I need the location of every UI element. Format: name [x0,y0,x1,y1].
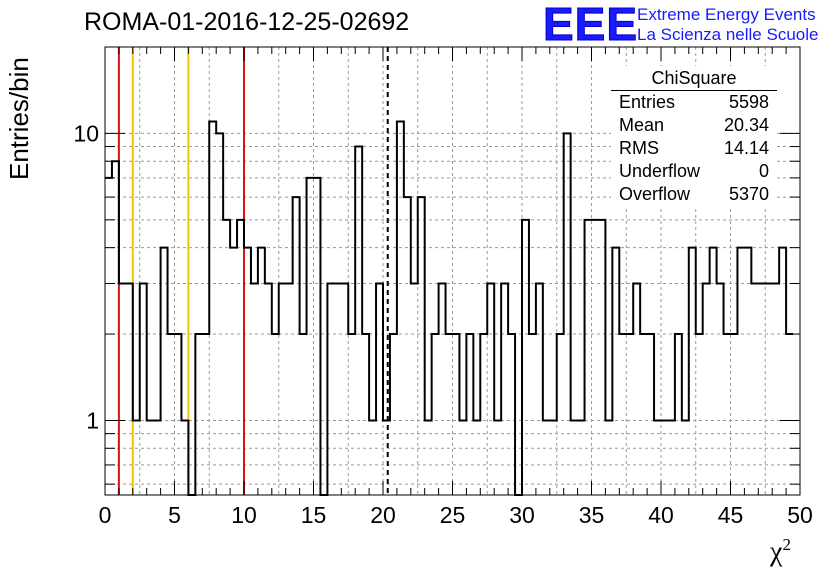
stats-label: Underflow [619,161,701,181]
stats-row: Overflow 5370 [611,183,777,206]
stats-box: ChiSquare Entries 5598 Mean 20.34 RMS 14.14 Un… [611,66,777,206]
axis-ticks [104,46,801,495]
x-tick-label: 10 [231,502,257,528]
x-tick-label: 45 [718,502,744,528]
x-tick-label: 20 [370,502,396,528]
x-tick-label: 0 [99,502,112,528]
stats-row: Underflow 0 [611,160,777,183]
grid-lines [105,46,800,495]
logo-line-1: Extreme Energy Events [637,5,816,24]
x-tick-label: 5 [168,502,181,528]
stats-value: 14.14 [723,138,769,158]
stats-row: Mean 20.34 [611,114,777,137]
stats-value: 0 [758,161,769,181]
x-tick-label: 35 [579,502,605,528]
y-tick-label: 10 [73,120,99,146]
stats-value: 5370 [728,184,769,204]
x-tick-label: 30 [509,502,535,528]
stats-row: RMS 14.14 [611,137,777,160]
x-axis-label: χ2 [770,535,791,568]
stats-row: Entries 5598 [611,91,777,114]
y-tick-label: 1 [86,407,99,433]
logo-line-2: La Scienza nelle Scuole [637,25,819,44]
x-tick-label: 25 [440,502,466,528]
stats-label: Mean [619,115,665,135]
stats-label: Entries [619,92,676,112]
stats-value: 5598 [728,92,769,112]
axis-tick-labels: 0 5 10 15 20 25 30 35 40 45 50 1 10 [73,120,812,528]
histogram-outline [105,120,794,496]
stats-label: Overflow [619,184,691,204]
stats-value: 20.34 [723,115,769,135]
reference-lines [117,47,389,495]
stats-label: RMS [619,138,659,158]
stats-title: ChiSquare [611,66,777,91]
y-axis-label: Entries/bin [4,57,34,180]
x-tick-label: 15 [301,502,327,528]
run-title: ROMA-01-2016-12-25-02692 [84,8,410,36]
x-tick-label: 50 [787,502,813,528]
x-tick-label: 40 [648,502,674,528]
eee-logo: EEE [542,0,639,50]
